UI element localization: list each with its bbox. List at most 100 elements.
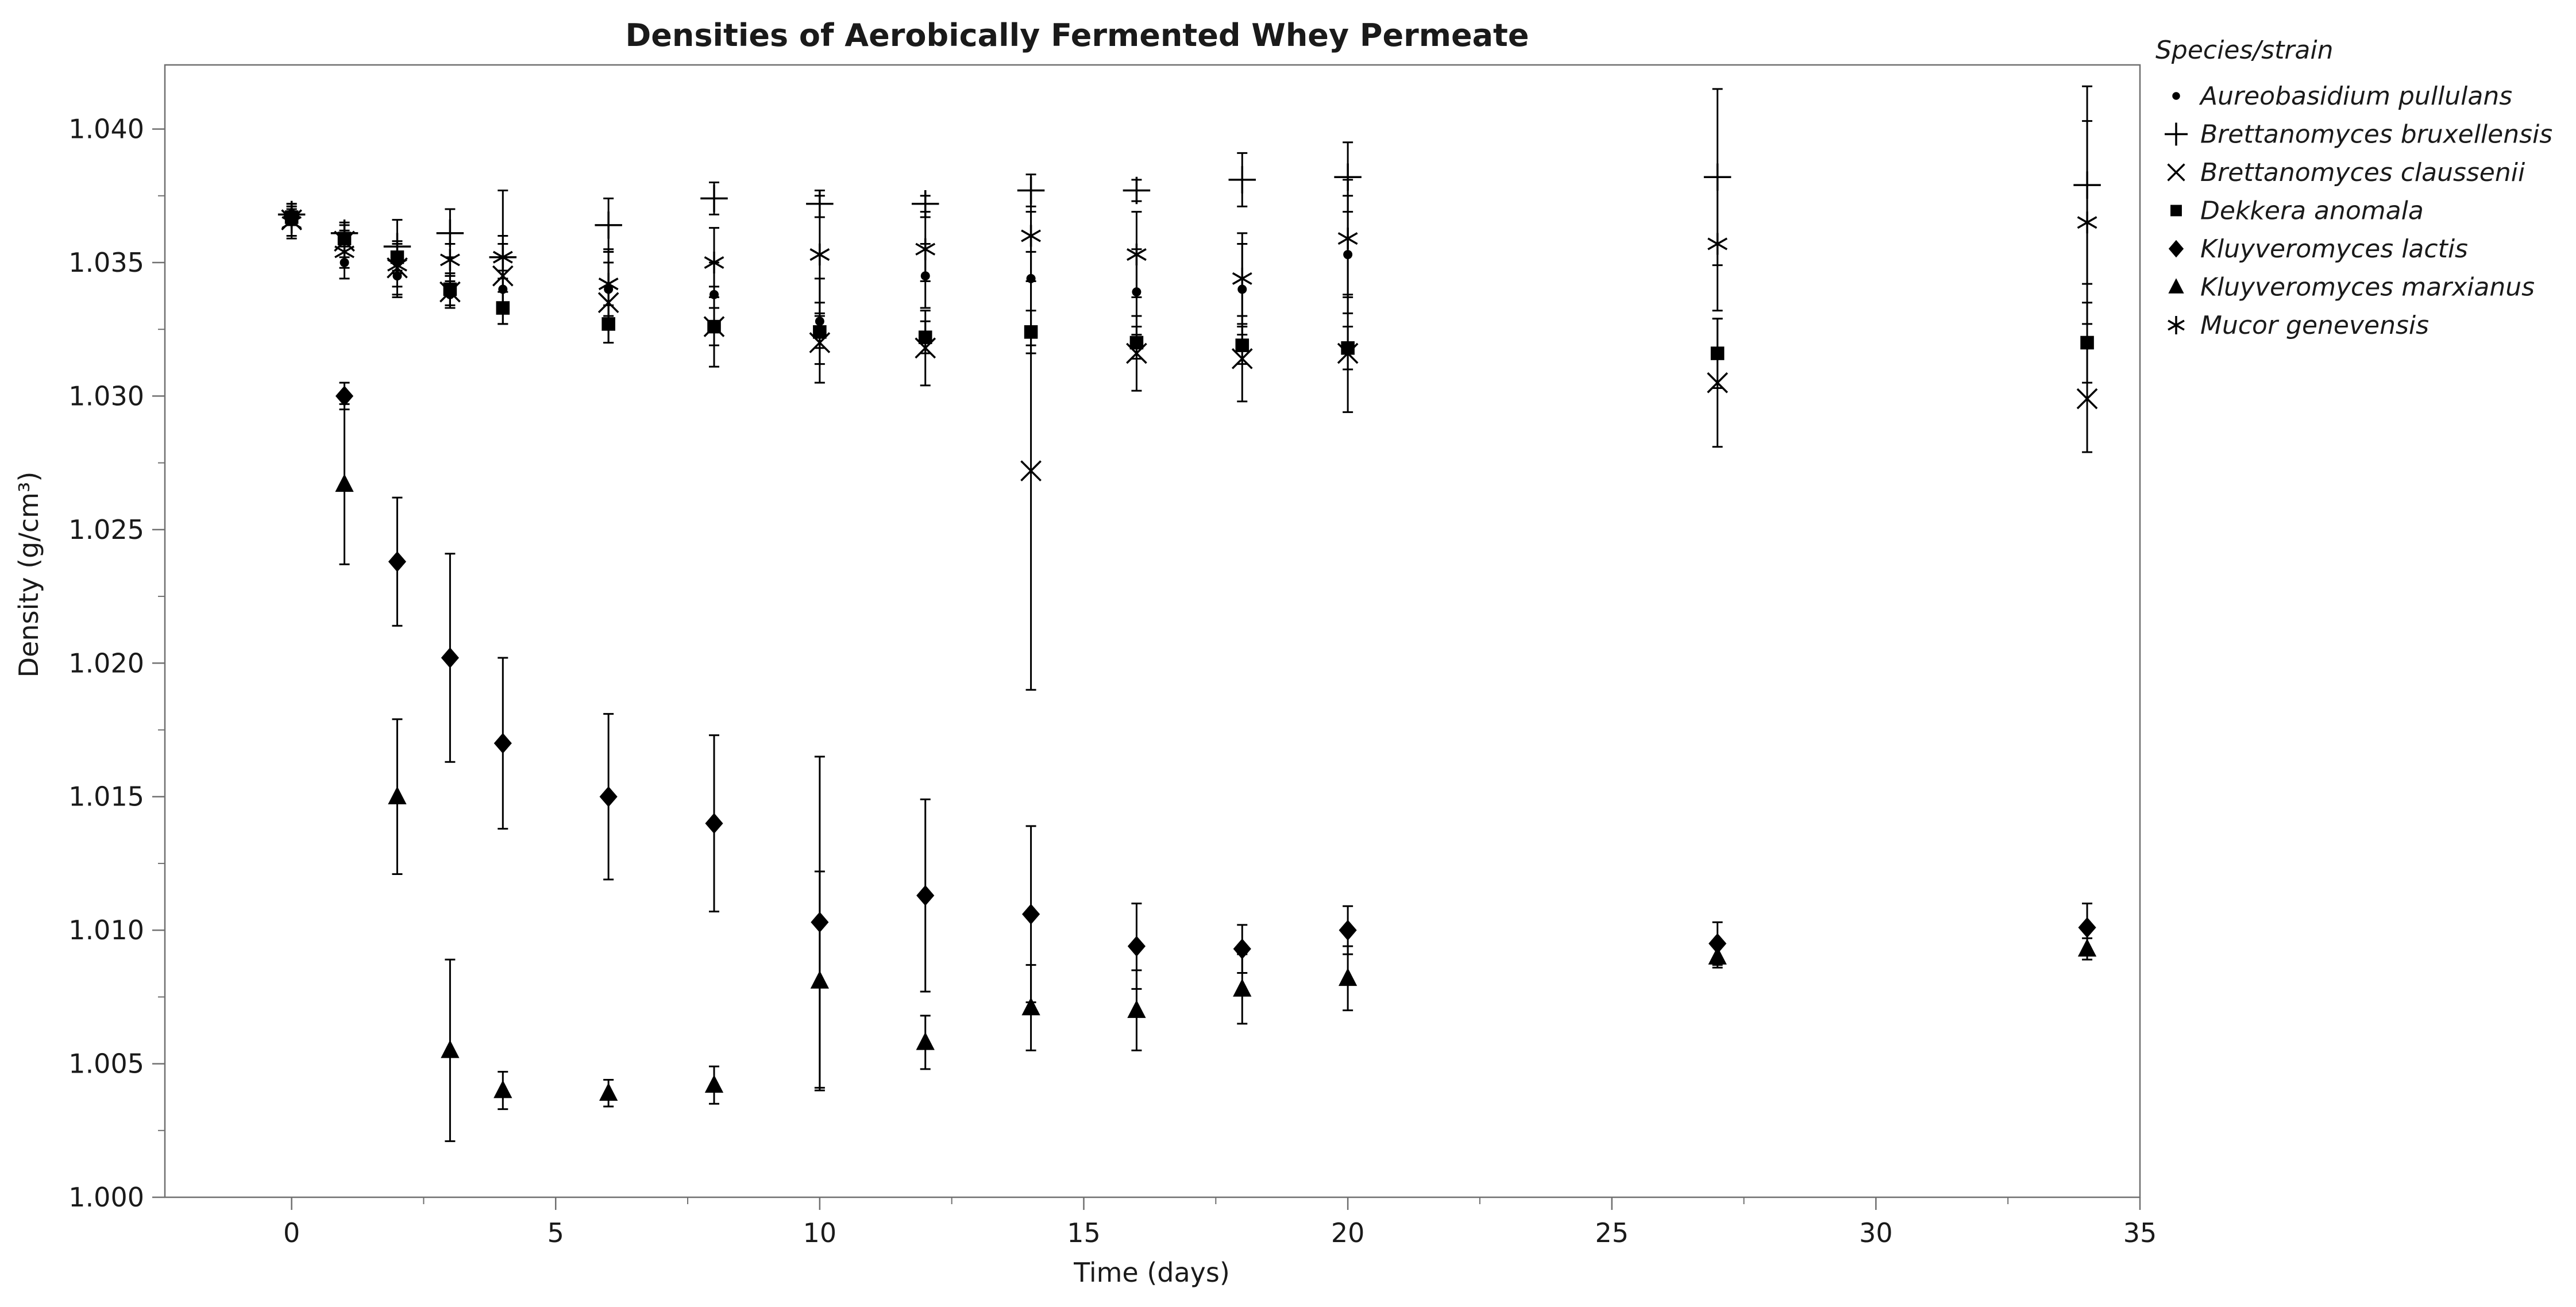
data-point (1337, 228, 1358, 250)
data-point (2076, 388, 2098, 410)
data-point (1127, 1000, 1146, 1018)
y-tick-label: 1.000 (68, 1182, 144, 1213)
legend-label: Mucor genevensis (2200, 311, 2429, 340)
data-point (1341, 341, 1355, 355)
data-point (911, 190, 939, 218)
data-point (1710, 346, 1725, 360)
data-point (439, 249, 460, 271)
data-point (1338, 967, 1358, 986)
legend-label: Kluyveromyces lactis (2200, 234, 2468, 264)
data-point (916, 1032, 935, 1050)
data-point (1129, 336, 1144, 350)
data-point (388, 786, 407, 805)
data-point (1021, 997, 1040, 1016)
x-tick-label: 10 (803, 1217, 837, 1248)
data-point (1021, 225, 1041, 247)
y-tick-label: 1.020 (68, 647, 144, 678)
data-point (335, 385, 354, 407)
legend-label: Aureobasidium pullulans (2199, 82, 2512, 111)
legend-label: Kluyveromyces marxianus (2200, 273, 2535, 302)
y-tick-label: 1.040 (68, 114, 144, 145)
y-axis: 1.000 1.005 1.010 1.015 1.020 1.025 1.030 1.035… (68, 114, 165, 1213)
data-point (387, 254, 407, 276)
data-point (492, 246, 513, 268)
y-tick-label: 1.025 (68, 514, 144, 545)
data-point (493, 1080, 512, 1098)
data-point (334, 241, 354, 263)
data-point (599, 1082, 618, 1101)
data-point (496, 301, 510, 315)
data-point (335, 473, 354, 492)
data-point (704, 1074, 724, 1093)
data-point (707, 319, 721, 334)
x-tick-label: 15 (1067, 1217, 1101, 1248)
x-axis-label: Time (days) (1073, 1257, 1230, 1288)
y-tick-label: 1.015 (68, 781, 144, 812)
legend-label: Brettanomyces claussenii (2200, 158, 2525, 187)
data-point (1233, 978, 1252, 997)
data-point (1123, 176, 1151, 205)
data-series-layer (277, 85, 2101, 1142)
legend: Species/strain Aureobasidium pullulans Br… (2155, 36, 2552, 340)
data-point (1339, 920, 1357, 941)
x-tick-label: 5 (547, 1217, 564, 1248)
data-point (2078, 917, 2096, 938)
y-tick-label: 1.010 (68, 915, 144, 946)
data-point (1127, 935, 1146, 957)
data-point (916, 885, 935, 906)
legend-marker-circle (2172, 92, 2180, 100)
data-point (1127, 244, 1147, 266)
y-tick-label: 1.030 (68, 380, 144, 411)
legend-marker-diamond (2168, 240, 2184, 258)
data-point (595, 211, 622, 239)
legend-marker-x (2167, 163, 2185, 182)
data-point (813, 325, 827, 339)
data-point (1709, 933, 1727, 954)
data-point (281, 211, 302, 234)
data-point (915, 238, 936, 260)
data-point (598, 273, 619, 295)
data-point (809, 244, 830, 266)
x-tick-label: 30 (1859, 1217, 1893, 1248)
y-tick-label: 1.035 (68, 247, 144, 278)
data-point (599, 786, 618, 807)
x-tick-label: 0 (283, 1217, 300, 1248)
legend-marker-triangle (2168, 278, 2184, 294)
data-point (1707, 233, 1728, 255)
legend-label: Dekkera anomala (2200, 196, 2424, 226)
data-point (1235, 338, 1250, 352)
data-point (918, 330, 932, 344)
x-tick-label: 25 (1595, 1217, 1629, 1248)
data-point (1020, 460, 1042, 481)
series-asterisk (281, 120, 2097, 325)
data-point (441, 1040, 460, 1058)
data-point (388, 551, 407, 572)
series-triangle (335, 403, 2097, 1142)
plot-area-frame (164, 64, 2141, 1198)
data-point (441, 647, 459, 669)
legend-label: Brettanomyces bruxellensis (2200, 120, 2552, 149)
legend-marker-square (2170, 205, 2182, 217)
data-point (705, 813, 723, 834)
data-point (2077, 938, 2097, 957)
data-point (436, 219, 464, 247)
data-point (2080, 336, 2094, 350)
data-point (1708, 946, 1727, 965)
data-point (810, 970, 830, 989)
legend-marker-plus (2165, 122, 2188, 146)
data-point (700, 184, 728, 213)
chart-title: Densities of Aerobically Fermented Whey … (625, 17, 1529, 53)
x-axis: 0 5 10 15 20 25 30 35 (283, 1197, 2157, 1248)
data-point (1024, 325, 1038, 339)
legend-marker-asterisk (2168, 316, 2185, 334)
y-axis-label: Density (g/cm³) (13, 472, 44, 678)
data-point (443, 282, 457, 296)
data-point (1232, 267, 1252, 290)
data-point (1228, 166, 1256, 194)
data-point (493, 732, 512, 754)
y-tick-label: 1.005 (68, 1048, 144, 1079)
data-point (1021, 904, 1040, 925)
legend-title: Species/strain (2155, 36, 2334, 65)
